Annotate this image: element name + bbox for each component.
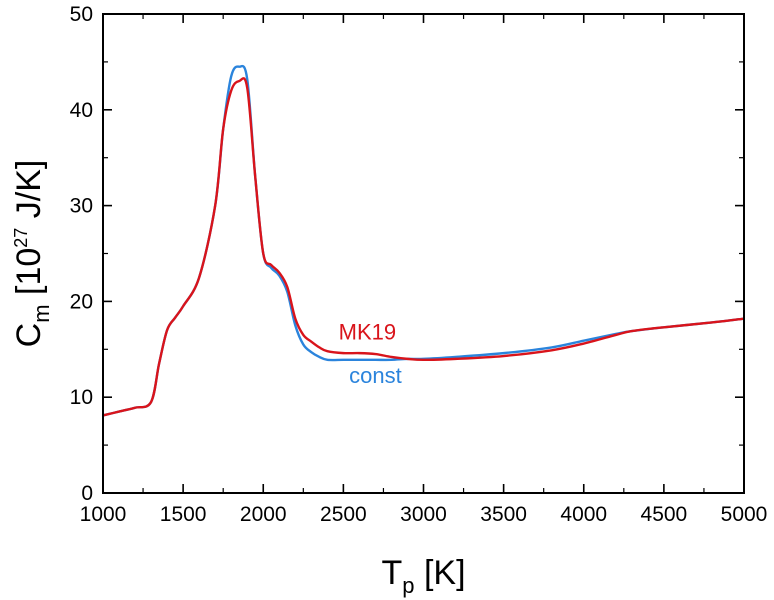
series-labels: const MK19 bbox=[339, 320, 402, 388]
x-axis-title-subscript: p bbox=[402, 573, 414, 598]
x-tick-label: 1500 bbox=[160, 503, 207, 526]
x-tick-label: 3500 bbox=[480, 503, 527, 526]
y-axis-title-post: J/K] bbox=[10, 160, 48, 228]
y-axis: 0 10 20 30 40 50 bbox=[70, 3, 744, 505]
x-tick-label: 2000 bbox=[240, 503, 287, 526]
x-tick-label: 4500 bbox=[641, 503, 688, 526]
x-tick-label: 5000 bbox=[721, 503, 768, 526]
y-tick-label: 40 bbox=[70, 99, 93, 122]
y-tick-label: 50 bbox=[70, 3, 93, 26]
series-line-const bbox=[103, 64, 744, 417]
x-tick-label: 2500 bbox=[320, 503, 367, 526]
x-axis: 1000 1500 2000 2500 3000 3500 4000 4500 5000 bbox=[80, 14, 768, 526]
x-axis-title-main: T bbox=[381, 554, 402, 592]
y-axis-title-subscript: m bbox=[29, 304, 54, 322]
x-tick-label: 4000 bbox=[560, 503, 607, 526]
y-tick-label: 0 bbox=[81, 482, 93, 505]
y-tick-label: 30 bbox=[70, 195, 93, 218]
y-tick-label: 20 bbox=[70, 290, 93, 313]
y-axis-title-main: C bbox=[10, 323, 48, 348]
plot-frame bbox=[102, 13, 745, 494]
series-line-mk19 bbox=[103, 77, 744, 417]
y-axis-title-superscript: 27 bbox=[11, 228, 31, 248]
series-layer bbox=[103, 64, 744, 417]
y-tick-label: 10 bbox=[70, 386, 93, 409]
x-tick-label: 1000 bbox=[80, 503, 127, 526]
x-axis-title: Tp [K] bbox=[381, 554, 465, 598]
y-axis-title: Cm [1027 J/K] bbox=[10, 160, 54, 348]
series-label-const: const bbox=[349, 363, 402, 388]
series-label-mk19: MK19 bbox=[339, 320, 396, 345]
x-axis-title-unit: [K] bbox=[415, 554, 466, 592]
y-axis-title-pre: [10 bbox=[10, 248, 48, 305]
x-tick-label: 3000 bbox=[400, 503, 447, 526]
